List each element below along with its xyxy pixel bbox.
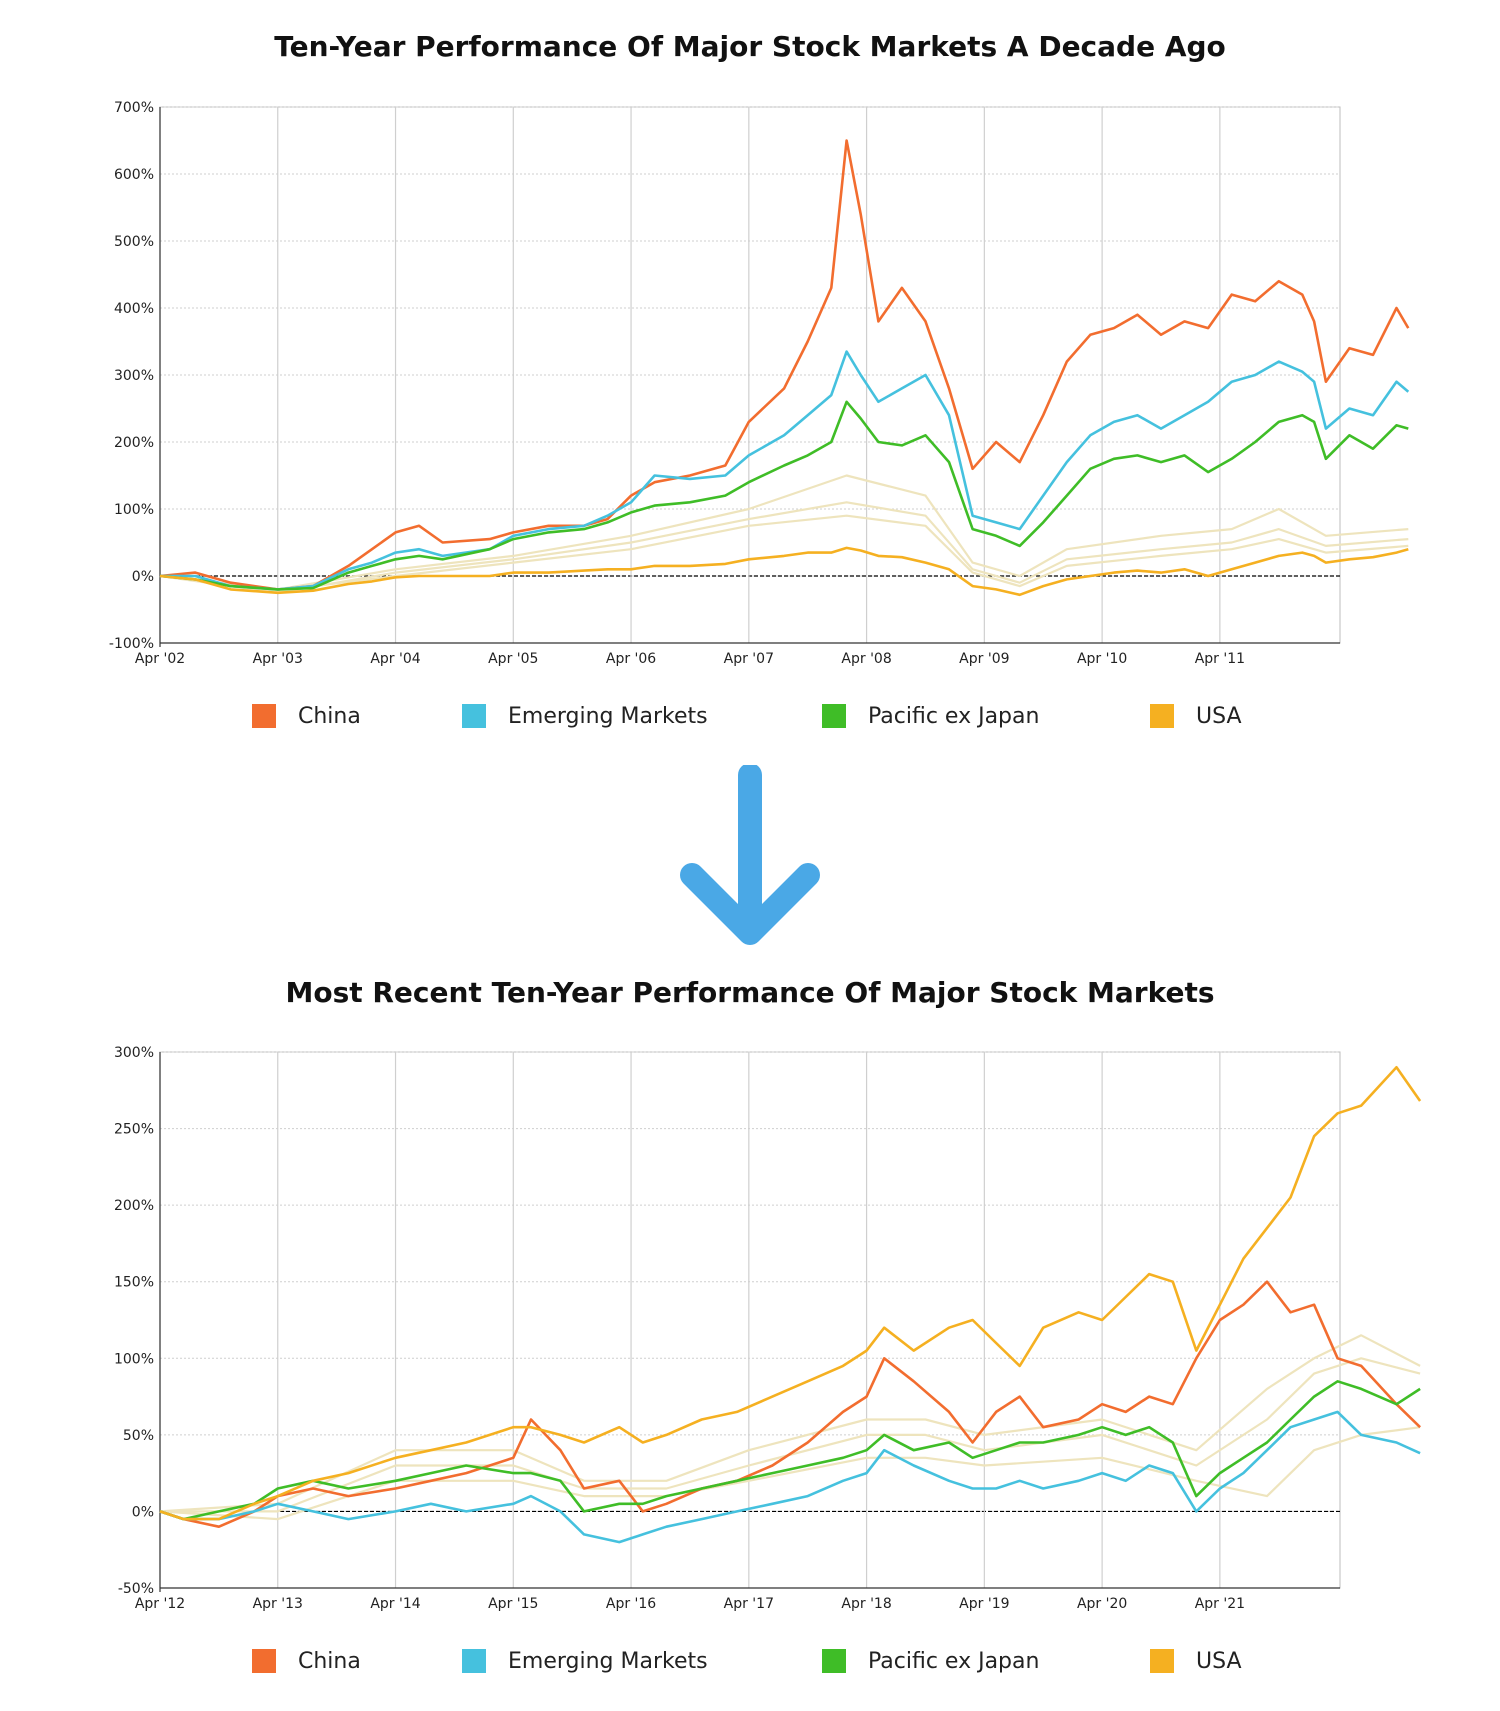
y-tick-label: 700%	[114, 100, 154, 116]
line-chart-bottom: 300% 250% 200% 150% 100% 50% 0% -50%Apr '12 Apr …	[114, 1045, 1422, 1612]
x-tick-label: Apr '03	[253, 651, 303, 667]
legend-label-pacific-ex-japan: Pacific ex Japan	[868, 1648, 1040, 1674]
legend-swatch-usa	[1150, 1649, 1174, 1673]
series-line-usa	[159, 546, 1409, 597]
x-tick-label: Apr '02	[135, 651, 185, 667]
arrow-down-icon	[680, 765, 820, 945]
x-tick-label: Apr '21	[1195, 1596, 1245, 1612]
x-tick-label: Apr '13	[253, 1596, 303, 1612]
y-tick-label: 0%	[132, 1504, 154, 1520]
legend-label-emerging-markets: Emerging Markets	[508, 1648, 708, 1674]
series-line-background	[159, 474, 1409, 591]
x-tick-label: Apr '12	[135, 1596, 185, 1612]
legend-swatch-emerging-markets	[462, 704, 486, 728]
legend-item-china: China	[252, 696, 361, 736]
x-tick-label: Apr '17	[724, 1596, 774, 1612]
y-tick-label: -50%	[118, 1581, 154, 1597]
series-line-emerging-markets	[160, 350, 1410, 591]
legend-swatch-china	[252, 704, 276, 728]
legend-item-usa: USA	[1150, 1641, 1242, 1681]
y-tick-label: 100%	[114, 1351, 154, 1367]
legend-item-usa: USA	[1150, 696, 1242, 736]
legend-item-pacific-ex-japan: Pacific ex Japan	[822, 696, 1039, 736]
legend-label-usa: USA	[1196, 1648, 1242, 1674]
legend-label-china: China	[298, 1648, 361, 1674]
series-line-emerging-markets	[159, 1410, 1421, 1544]
y-tick-label: -100%	[109, 636, 154, 652]
x-tick-label: Apr '10	[1077, 651, 1127, 667]
x-tick-label: Apr '09	[959, 651, 1009, 667]
y-tick-label: 600%	[114, 167, 154, 183]
legend-top: China Emerging Markets Pacific ex Japan …	[0, 696, 1500, 736]
x-tick-label: Apr '05	[488, 651, 538, 667]
series-line-china	[159, 139, 1410, 591]
y-tick-label: 400%	[114, 301, 154, 317]
x-tick-label: Apr '15	[488, 1596, 538, 1612]
x-tick-label: Apr '11	[1195, 651, 1245, 667]
series-line-background	[159, 501, 1409, 594]
legend-item-emerging-markets: Emerging Markets	[462, 696, 708, 736]
x-tick-label: Apr '20	[1077, 1596, 1127, 1612]
series-line-background	[160, 1357, 1421, 1513]
legend-swatch-pacific-ex-japan	[822, 704, 846, 728]
line-chart-top: 700%600%500%400%300%200%100%0%-100%Apr '…	[109, 100, 1410, 667]
legend-swatch-emerging-markets	[462, 1649, 486, 1673]
legend-item-pacific-ex-japan: Pacific ex Japan	[822, 1641, 1039, 1681]
series-line-pacific-ex-japan	[159, 1379, 1421, 1521]
y-tick-label: 300%	[114, 1045, 154, 1061]
legend-label-china: China	[298, 703, 361, 729]
y-tick-label: 250%	[114, 1122, 154, 1138]
x-tick-label: Apr '08	[841, 651, 891, 667]
x-tick-label: Apr '16	[606, 1596, 656, 1612]
x-tick-label: Apr '18	[841, 1596, 891, 1612]
legend-bottom: China Emerging Markets Pacific ex Japan …	[0, 1641, 1500, 1681]
y-tick-label: 300%	[114, 368, 154, 384]
y-tick-label: 200%	[114, 1198, 154, 1214]
series-line-background	[159, 514, 1409, 592]
legend-swatch-pacific-ex-japan	[822, 1649, 846, 1673]
chart-title-bottom: Most Recent Ten-Year Performance Of Majo…	[285, 976, 1215, 1009]
y-tick-label: 100%	[114, 502, 154, 518]
x-tick-label: Apr '07	[724, 651, 774, 667]
y-tick-label: 200%	[114, 435, 154, 451]
x-tick-label: Apr '04	[370, 651, 420, 667]
chart-title-top: Ten-Year Performance Of Major Stock Mark…	[274, 30, 1226, 63]
legend-label-pacific-ex-japan: Pacific ex Japan	[868, 703, 1040, 729]
legend-item-emerging-markets: Emerging Markets	[462, 1641, 708, 1681]
series-line-china	[159, 1280, 1422, 1529]
legend-swatch-china	[252, 1649, 276, 1673]
legend-swatch-usa	[1150, 704, 1174, 728]
y-tick-label: 50%	[123, 1428, 154, 1444]
x-tick-label: Apr '06	[606, 651, 656, 667]
y-tick-label: 500%	[114, 234, 154, 250]
y-tick-label: 0%	[132, 569, 154, 585]
series-line-usa	[159, 1065, 1422, 1521]
y-tick-label: 150%	[114, 1275, 154, 1291]
legend-label-emerging-markets: Emerging Markets	[508, 703, 708, 729]
x-tick-label: Apr '14	[370, 1596, 420, 1612]
series-line-background	[159, 1334, 1421, 1513]
series-line-pacific-ex-japan	[159, 400, 1409, 591]
legend-label-usa: USA	[1196, 703, 1242, 729]
x-tick-label: Apr '19	[959, 1596, 1009, 1612]
legend-item-china: China	[252, 1641, 361, 1681]
